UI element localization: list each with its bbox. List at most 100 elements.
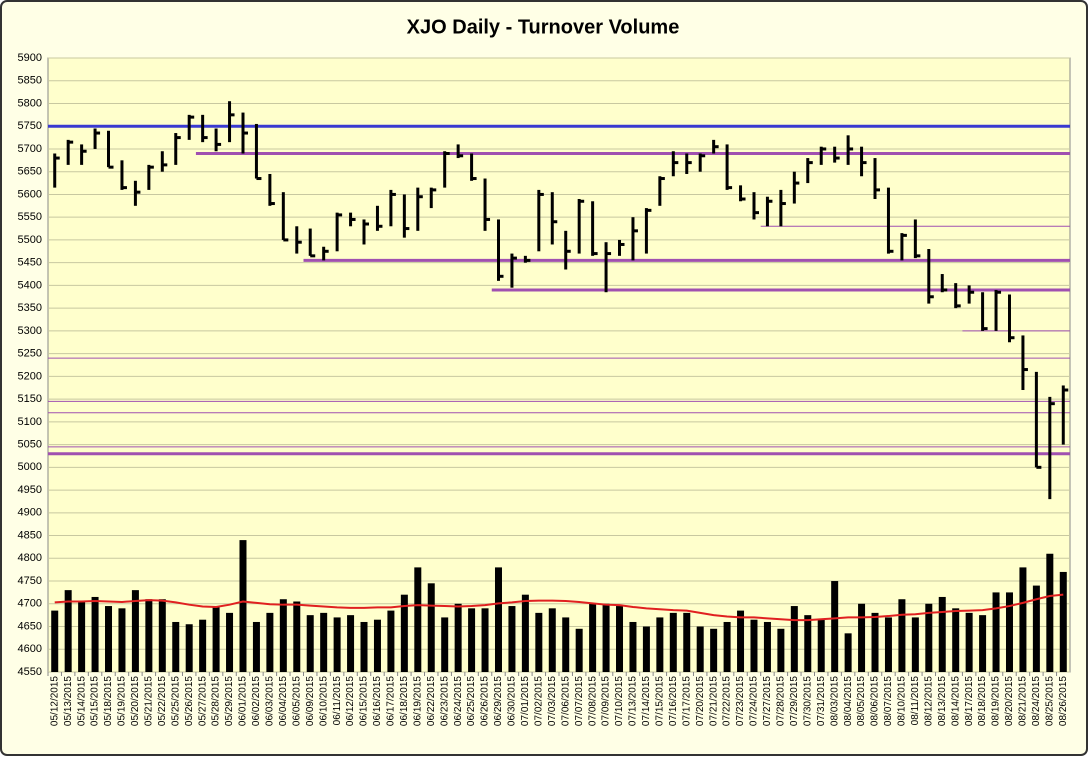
x-tick-label: 07/10/2015: [614, 676, 625, 726]
x-tick-label: 06/22/2015: [426, 676, 437, 726]
x-tick-label: 05/22/2015: [157, 676, 168, 726]
x-tick-label: 08/21/2015: [1018, 676, 1029, 726]
x-tick-label: 06/04/2015: [278, 676, 289, 726]
volume-bar: [78, 601, 86, 672]
x-tick-label: 08/13/2015: [937, 676, 948, 726]
volume-bar: [992, 592, 1000, 672]
x-tick-label: 07/27/2015: [762, 676, 773, 726]
volume-bar: [468, 608, 476, 672]
volume-bar: [64, 590, 72, 672]
x-tick-label: 06/15/2015: [359, 676, 370, 726]
x-tick-label: 07/22/2015: [722, 676, 733, 726]
x-tick-label: 06/16/2015: [372, 676, 383, 726]
volume-bar: [562, 617, 570, 672]
x-tick-label: 07/24/2015: [749, 676, 760, 726]
x-tick-label: 05/12/2015: [49, 676, 60, 726]
y-tick-label: 5500: [18, 234, 42, 246]
volume-bar: [750, 619, 758, 672]
volume-bar: [387, 610, 395, 672]
y-tick-label: 4800: [18, 552, 42, 564]
volume-bar: [952, 608, 960, 672]
volume-bar: [817, 619, 825, 672]
x-tick-label: 06/03/2015: [265, 676, 276, 726]
x-tick-label: 06/29/2015: [493, 676, 504, 726]
x-tick-label: 08/24/2015: [1031, 676, 1042, 726]
y-tick-label: 5850: [18, 75, 42, 87]
volume-bar: [548, 608, 556, 672]
y-tick-label: 5900: [18, 52, 42, 64]
volume-bar: [508, 606, 516, 672]
volume-bar: [131, 590, 139, 672]
x-tick-label: 07/13/2015: [628, 676, 639, 726]
y-tick-label: 5600: [18, 188, 42, 200]
x-tick-label: 05/28/2015: [211, 676, 222, 726]
x-tick-label: 07/28/2015: [776, 676, 787, 726]
y-tick-label: 5050: [18, 438, 42, 450]
x-tick-label: 07/31/2015: [816, 676, 827, 726]
x-tick-label: 08/14/2015: [950, 676, 961, 726]
volume-bar: [777, 628, 785, 672]
y-tick-label: 4550: [18, 666, 42, 678]
x-tick-label: 07/02/2015: [533, 676, 544, 726]
volume-bar: [710, 628, 718, 672]
x-tick-label: 07/09/2015: [601, 676, 612, 726]
x-tick-label: 06/30/2015: [507, 676, 518, 726]
x-tick-label: 07/03/2015: [547, 676, 558, 726]
volume-bar: [118, 608, 126, 672]
volume-bar: [1032, 585, 1040, 672]
volume-bar: [158, 599, 166, 672]
volume-bar: [481, 608, 489, 672]
volume-bar: [884, 617, 892, 672]
x-tick-label: 05/25/2015: [170, 676, 181, 726]
volume-bar: [575, 628, 583, 672]
volume-bar: [804, 615, 812, 672]
volume-bar: [642, 626, 650, 672]
y-tick-label: 4650: [18, 620, 42, 632]
x-tick-label: 07/21/2015: [708, 676, 719, 726]
volume-bar: [373, 619, 381, 672]
volume-bar: [965, 612, 973, 672]
x-tick-label: 07/17/2015: [681, 676, 692, 726]
y-tick-label: 5000: [18, 461, 42, 473]
y-tick-label: 4700: [18, 598, 42, 610]
volume-bar: [763, 621, 771, 672]
volume-bar: [696, 626, 704, 672]
x-tick-label: 06/23/2015: [439, 676, 450, 726]
x-tick-label: 05/21/2015: [143, 676, 154, 726]
volume-bar: [871, 612, 879, 672]
volume-bar: [938, 596, 946, 672]
volume-bar: [266, 612, 274, 672]
volume-bar: [535, 612, 543, 672]
x-tick-label: 06/19/2015: [412, 676, 423, 726]
volume-bar: [441, 617, 449, 672]
x-tick-label: 07/30/2015: [802, 676, 813, 726]
x-tick-label: 08/20/2015: [1004, 676, 1015, 726]
x-tick-label: 07/01/2015: [520, 676, 531, 726]
x-tick-label: 08/07/2015: [883, 676, 894, 726]
x-tick-label: 08/06/2015: [870, 676, 881, 726]
x-tick-label: 05/29/2015: [224, 676, 235, 726]
volume-bar: [629, 621, 637, 672]
x-tick-label: 06/17/2015: [386, 676, 397, 726]
volume-bar: [669, 612, 677, 672]
y-tick-label: 5100: [18, 416, 42, 428]
y-tick-label: 4950: [18, 484, 42, 496]
x-tick-label: 08/04/2015: [843, 676, 854, 726]
x-tick-label: 05/27/2015: [197, 676, 208, 726]
y-tick-label: 5400: [18, 279, 42, 291]
volume-bar: [911, 617, 919, 672]
volume-bar: [737, 610, 745, 672]
y-tick-label: 5650: [18, 166, 42, 178]
x-tick-label: 07/15/2015: [654, 676, 665, 726]
volume-bar: [333, 617, 341, 672]
volume-bar: [239, 540, 247, 672]
volume-bar: [683, 612, 691, 672]
volume-bar: [185, 624, 193, 672]
x-tick-label: 07/23/2015: [735, 676, 746, 726]
volume-bar: [91, 596, 99, 672]
x-tick-label: 07/06/2015: [560, 676, 571, 726]
volume-bar: [199, 619, 207, 672]
volume-bar: [347, 615, 355, 672]
volume-bar: [925, 603, 933, 672]
